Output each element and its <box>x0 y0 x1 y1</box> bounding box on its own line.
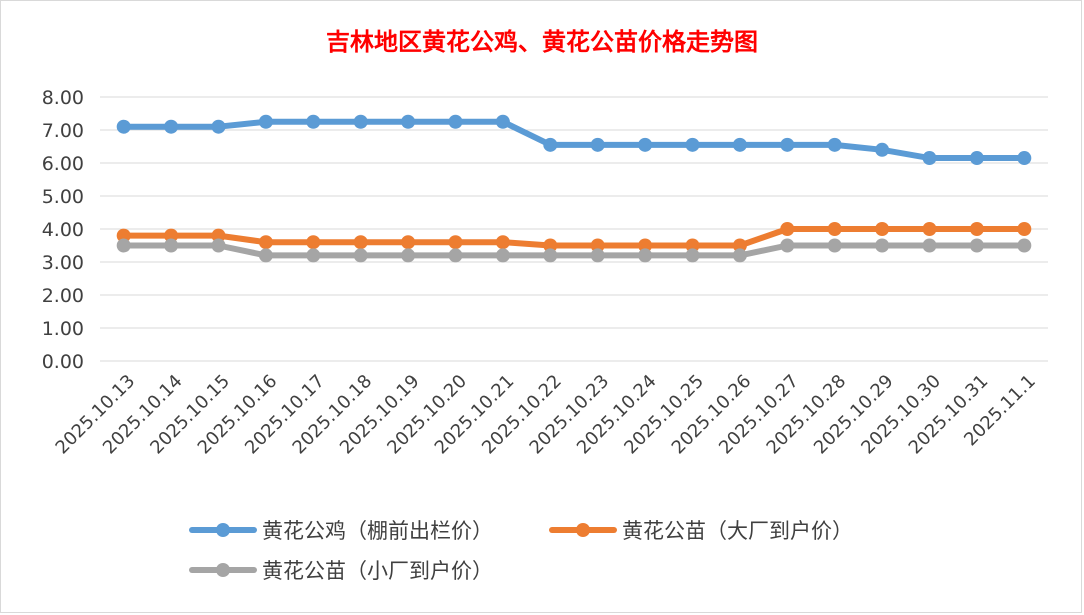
data-point <box>732 248 747 263</box>
legend: 黄花公鸡（棚前出栏价） 黄花公苗（大厂到户价） 黄花公苗（小厂到户价） <box>189 519 853 583</box>
data-point <box>922 222 937 236</box>
data-point <box>1017 222 1032 236</box>
data-point <box>875 238 890 253</box>
series-2 <box>116 222 1032 253</box>
data-point <box>116 119 131 134</box>
data-point <box>922 238 937 253</box>
data-point <box>448 235 463 250</box>
y-tick-label: 0.00 <box>42 351 84 373</box>
data-point <box>448 114 463 129</box>
data-point <box>875 222 890 236</box>
data-point <box>922 151 937 166</box>
data-point <box>780 222 795 236</box>
y-tick-label: 5.00 <box>42 186 84 208</box>
data-point <box>211 228 226 243</box>
data-point <box>590 238 605 253</box>
data-point <box>780 137 795 152</box>
data-point <box>258 235 273 250</box>
data-point <box>306 114 321 129</box>
y-tick-label: 8.00 <box>42 87 84 109</box>
data-point <box>401 114 416 129</box>
data-point <box>732 238 747 253</box>
series-line <box>120 118 1028 162</box>
data-point <box>116 228 131 243</box>
data-point <box>969 151 984 166</box>
data-point <box>590 248 605 263</box>
data-point <box>306 248 321 263</box>
series-line <box>120 226 1028 249</box>
data-point <box>164 238 179 253</box>
legend-marker-swatch <box>216 523 230 537</box>
data-point <box>1017 151 1032 166</box>
data-point <box>164 119 179 134</box>
data-point <box>827 222 842 236</box>
data-point <box>685 248 700 263</box>
series-lines <box>116 114 1032 263</box>
series-3 <box>116 238 1032 263</box>
data-point <box>780 238 795 253</box>
data-point <box>875 142 890 157</box>
y-tick-label: 2.00 <box>42 285 84 307</box>
gridlines <box>100 96 1048 362</box>
data-point <box>353 235 368 250</box>
data-point <box>495 248 510 263</box>
y-tick-label: 4.00 <box>42 219 84 241</box>
legend-item: 黄花公苗（大厂到户价） <box>549 519 853 543</box>
legend-label: 黄花公苗（小厂到户价） <box>262 559 493 583</box>
data-point <box>448 248 463 263</box>
data-point <box>353 114 368 129</box>
series-1 <box>116 114 1032 166</box>
data-point <box>258 114 273 129</box>
series-line <box>120 242 1028 259</box>
x-axis-ticks: 2025.10.132025.10.142025.10.152025.10.16… <box>52 371 1040 459</box>
data-point <box>543 238 558 253</box>
data-point <box>969 238 984 253</box>
data-point <box>638 137 653 152</box>
data-point <box>1017 238 1032 253</box>
data-point <box>827 238 842 253</box>
data-point <box>969 222 984 236</box>
data-point <box>685 238 700 253</box>
data-point <box>164 228 179 243</box>
data-point <box>685 137 700 152</box>
y-tick-label: 3.00 <box>42 252 84 274</box>
data-point <box>495 235 510 250</box>
legend-label: 黄花公苗（大厂到户价） <box>622 519 853 543</box>
data-point <box>827 137 842 152</box>
data-point <box>258 248 273 263</box>
legend-marker-swatch <box>576 523 590 537</box>
data-point <box>401 235 416 250</box>
y-tick-label: 6.00 <box>42 153 84 175</box>
y-tick-label: 7.00 <box>42 120 84 142</box>
chart-title: 吉林地区黄花公鸡、黄花公苗价格走势图 <box>326 28 758 56</box>
data-point <box>401 248 416 263</box>
data-point <box>211 119 226 134</box>
data-point <box>590 137 605 152</box>
data-point <box>306 235 321 250</box>
data-point <box>116 238 131 253</box>
y-axis-ticks: 0.00 1.00 2.00 3.00 4.00 5.00 6.00 7.00 8.00 <box>42 87 84 373</box>
data-point <box>353 248 368 263</box>
data-point <box>638 248 653 263</box>
data-point <box>638 238 653 253</box>
legend-item: 黄花公鸡（棚前出栏价） <box>189 519 493 543</box>
legend-marker-swatch <box>216 563 230 577</box>
data-point <box>543 248 558 263</box>
y-tick-label: 1.00 <box>42 318 84 340</box>
data-point <box>732 137 747 152</box>
data-point <box>211 238 226 253</box>
legend-label: 黄花公鸡（棚前出栏价） <box>262 519 493 543</box>
data-point <box>543 137 558 152</box>
data-point <box>495 114 510 129</box>
legend-item: 黄花公苗（小厂到户价） <box>189 559 493 583</box>
